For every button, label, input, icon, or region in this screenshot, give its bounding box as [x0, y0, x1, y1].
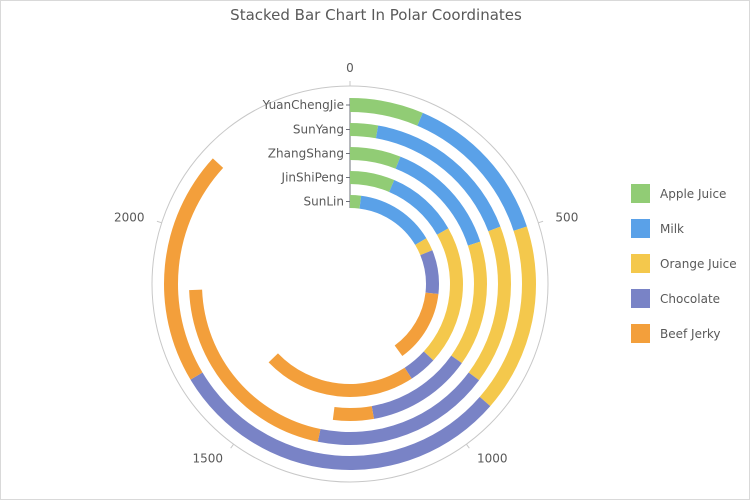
bar-segment[interactable] — [350, 195, 362, 209]
bar-segment[interactable] — [395, 156, 481, 246]
legend-item[interactable]: Milk — [631, 211, 750, 246]
legend-item[interactable]: Chocolate — [631, 281, 750, 316]
legend-swatch — [631, 184, 650, 203]
bar-segment[interactable] — [350, 147, 401, 169]
angle-tick-label: 2000 — [114, 210, 145, 224]
legend-swatch — [631, 289, 650, 308]
bar-segment[interactable] — [371, 355, 462, 419]
bar-segment[interactable] — [350, 171, 395, 192]
bar-segment[interactable] — [423, 228, 463, 361]
bar-segment[interactable] — [479, 226, 536, 407]
category-label: SunYang — [293, 123, 344, 137]
legend-item[interactable]: Beef Jerky — [631, 316, 750, 351]
angle-tick — [538, 220, 544, 224]
category-label: SunLin — [304, 195, 344, 209]
angle-tick — [156, 220, 162, 224]
legend-item[interactable]: Orange Juice — [631, 246, 750, 281]
bar-segment[interactable] — [350, 98, 423, 126]
bar-segment[interactable] — [375, 125, 501, 232]
angle-tick-label: 500 — [555, 210, 578, 224]
legend-swatch — [631, 254, 650, 273]
legend: Apple Juice Milk Orange Juice Chocolate Beef… — [631, 176, 750, 351]
category-label: YuanChengJie — [262, 98, 344, 112]
legend-item[interactable]: Apple Juice — [631, 176, 750, 211]
legend-label: Orange Juice — [660, 256, 737, 271]
bar-segment[interactable] — [389, 180, 449, 235]
bar-segment[interactable] — [404, 351, 434, 379]
bar-segment[interactable] — [332, 406, 374, 421]
legend-label: Apple Juice — [660, 186, 727, 201]
angle-tick — [465, 443, 470, 449]
category-label: JinShiPeng — [281, 171, 344, 185]
bar-segment[interactable] — [350, 123, 379, 139]
bar-segment[interactable] — [268, 353, 412, 397]
bar-segment[interactable] — [190, 372, 491, 470]
bar-segment[interactable] — [317, 372, 480, 445]
bar-segment[interactable] — [163, 158, 224, 380]
legend-label: Chocolate — [660, 291, 721, 306]
legend-label: Beef Jerky — [660, 326, 721, 341]
angle-tick-label: 0 — [346, 61, 354, 75]
angle-tick-label: 1500 — [192, 452, 223, 466]
legend-label: Milk — [660, 221, 684, 236]
angle-tick-label: 1000 — [477, 452, 508, 466]
category-label: ZhangShang — [268, 147, 344, 161]
bar-segment[interactable] — [420, 250, 439, 295]
bar-segment[interactable] — [417, 112, 527, 231]
bar-segment[interactable] — [451, 241, 488, 364]
bar-segment[interactable] — [359, 195, 427, 245]
legend-swatch — [631, 219, 650, 238]
bar-segment[interactable] — [394, 292, 439, 357]
bar-segment[interactable] — [415, 238, 433, 256]
bar-segment[interactable] — [189, 289, 321, 442]
angle-tick — [230, 443, 235, 449]
bar-segment[interactable] — [468, 226, 511, 381]
chart-title: Stacked Bar Chart In Polar Coordinates — [230, 6, 522, 24]
legend-swatch — [631, 324, 650, 343]
